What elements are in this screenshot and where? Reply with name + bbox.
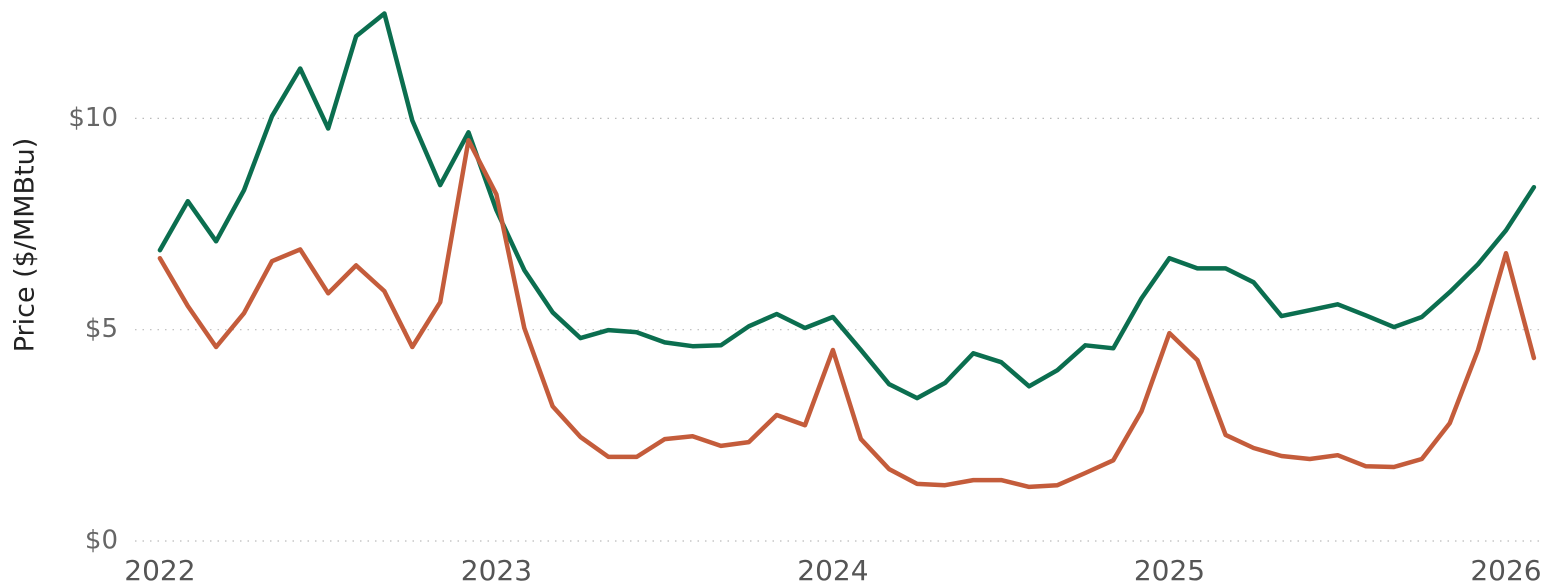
y-tick-label: $0 [85,526,118,556]
y-axis-label: Price ($/MMBtu) [10,138,41,353]
y-tick-label: $5 [85,314,118,344]
x-tick-label: 2024 [797,554,868,584]
series-line [157,138,1537,490]
x-tick-label: 2026 [1470,554,1541,584]
x-tick-label: 2023 [461,554,532,584]
y-tick-label: $10 [68,103,118,133]
x-tick-label: 2025 [1134,554,1205,584]
x-tick-label: 2022 [124,554,195,584]
series-line [157,11,1537,401]
